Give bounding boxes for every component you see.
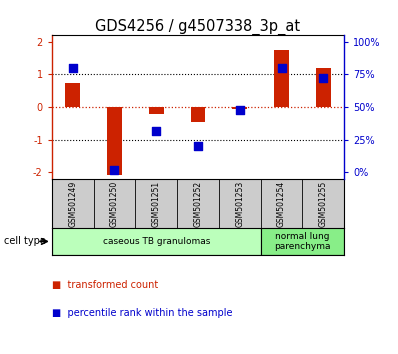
Bar bbox=[107, 107, 122, 176]
Point bbox=[111, 167, 118, 172]
Bar bbox=[261, 228, 344, 255]
Bar bbox=[232, 107, 247, 109]
Text: GSM501255: GSM501255 bbox=[319, 181, 328, 228]
Point bbox=[236, 107, 243, 113]
Text: GSM501251: GSM501251 bbox=[152, 181, 161, 227]
Point bbox=[278, 65, 285, 71]
Point bbox=[195, 143, 201, 149]
Bar bbox=[191, 107, 205, 122]
Text: cell type: cell type bbox=[4, 236, 46, 246]
Bar bbox=[52, 228, 261, 255]
Text: GSM501249: GSM501249 bbox=[68, 181, 77, 228]
Point bbox=[320, 75, 326, 81]
Text: GSM501252: GSM501252 bbox=[193, 181, 203, 227]
Point bbox=[153, 128, 159, 133]
Title: GDS4256 / g4507338_3p_at: GDS4256 / g4507338_3p_at bbox=[96, 19, 300, 35]
Bar bbox=[149, 107, 164, 114]
Point bbox=[69, 65, 76, 71]
Text: GSM501254: GSM501254 bbox=[277, 181, 286, 228]
Bar bbox=[316, 68, 331, 107]
Text: ■  transformed count: ■ transformed count bbox=[52, 280, 158, 290]
Text: GSM501253: GSM501253 bbox=[235, 181, 244, 228]
Text: caseous TB granulomas: caseous TB granulomas bbox=[103, 237, 210, 246]
Bar bbox=[65, 82, 80, 107]
Bar bbox=[274, 50, 289, 107]
Text: normal lung
parenchyma: normal lung parenchyma bbox=[274, 232, 331, 251]
Text: GSM501250: GSM501250 bbox=[110, 181, 119, 228]
Text: ■  percentile rank within the sample: ■ percentile rank within the sample bbox=[52, 308, 232, 318]
